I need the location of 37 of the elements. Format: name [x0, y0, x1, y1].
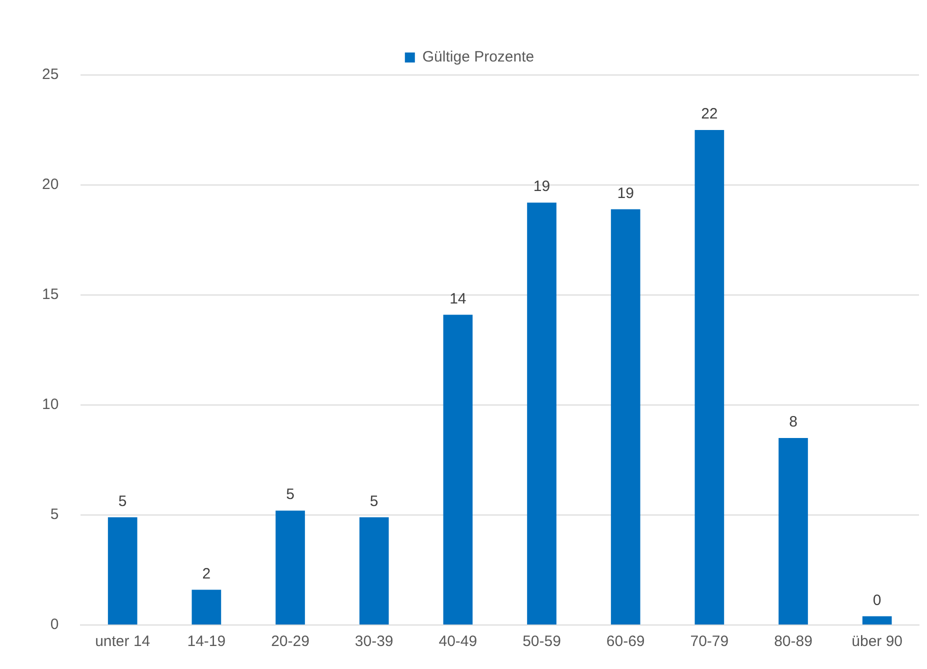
data-label: 8 — [789, 414, 798, 431]
data-label: 0 — [872, 592, 882, 609]
x-tick-label: 60-69 — [606, 633, 645, 650]
data-label: 22 — [701, 106, 718, 123]
y-tick-label: 5 — [50, 506, 59, 524]
x-tick-label: 50-59 — [522, 633, 561, 650]
data-label: 14 — [450, 290, 466, 308]
data-label: 5 — [286, 486, 294, 504]
data-label: 19 — [533, 178, 550, 196]
y-tick-label: 15 — [42, 286, 59, 304]
data-label: 19 — [617, 184, 634, 202]
x-tick-label: 70-79 — [690, 633, 729, 650]
bar — [527, 202, 556, 624]
data-label: 2 — [202, 565, 211, 582]
x-tick-label: 40-49 — [438, 633, 478, 650]
y-tick-label: 10 — [42, 396, 59, 414]
x-tick-label: 80-89 — [774, 633, 812, 650]
bar — [443, 314, 473, 624]
bar — [108, 517, 138, 624]
bar — [192, 590, 222, 624]
bar — [610, 209, 640, 624]
bar — [778, 438, 808, 624]
y-tick-label: 0 — [50, 616, 59, 634]
x-tick-label: über 90 — [852, 633, 903, 650]
legend-label: Gültige Prozente — [422, 48, 534, 66]
y-tick-label: 20 — [42, 176, 59, 194]
bar — [862, 616, 892, 624]
x-tick-label: 14-19 — [187, 633, 226, 650]
bar — [276, 510, 305, 624]
x-tick-label: 20-29 — [271, 633, 310, 650]
x-tick-label: unter 14 — [95, 633, 150, 650]
data-label: 5 — [370, 492, 378, 510]
y-tick-label: 25 — [42, 66, 59, 84]
bar — [694, 130, 724, 624]
x-tick-label: 30-39 — [354, 633, 394, 650]
bar — [359, 517, 389, 624]
data-label: 5 — [118, 492, 127, 510]
